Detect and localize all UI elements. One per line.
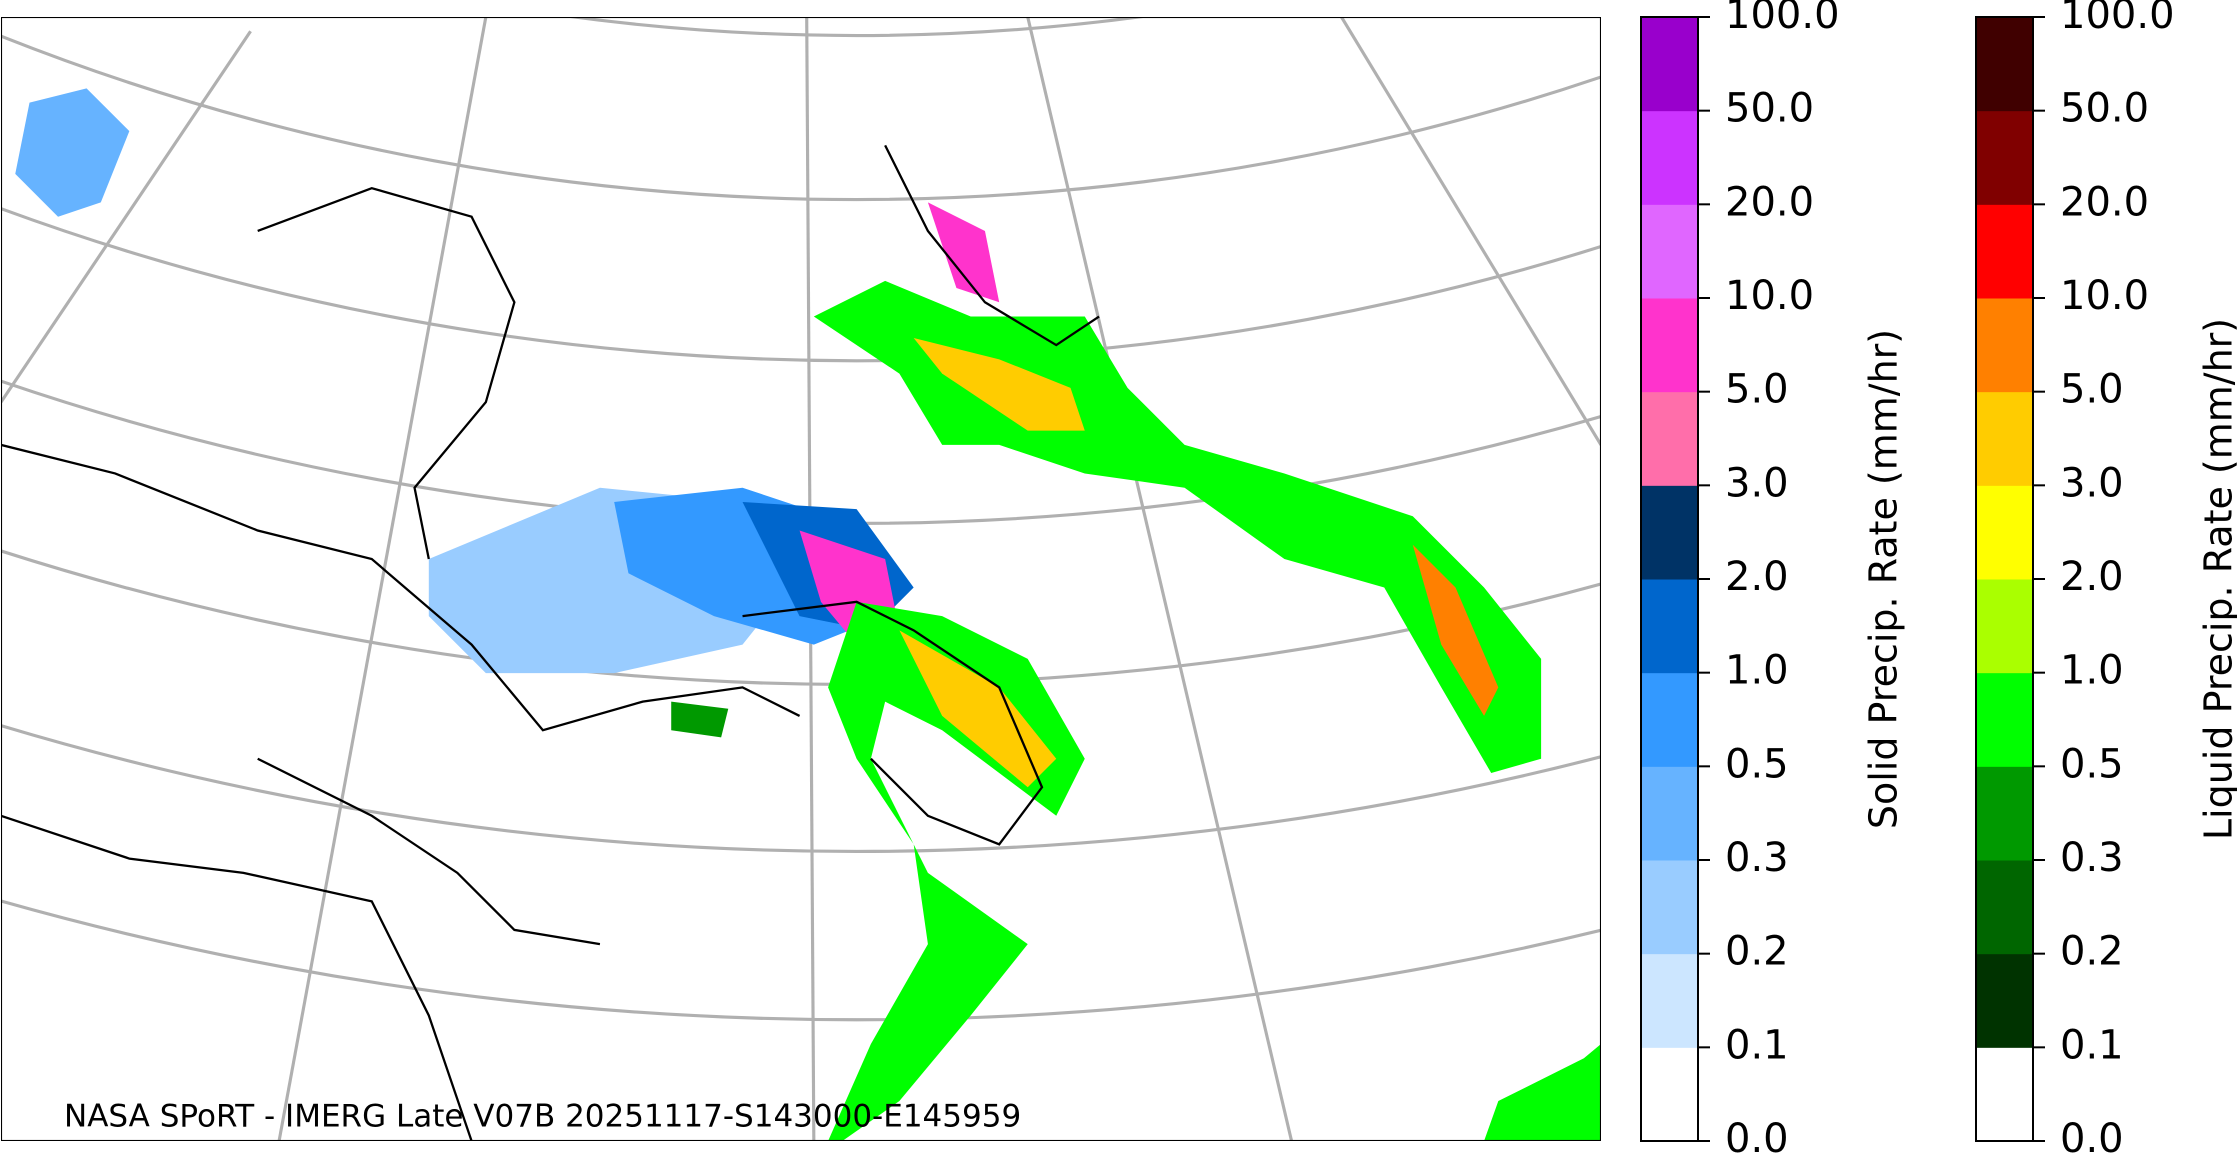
colorbar-segment xyxy=(1641,392,1698,486)
colorbar-label: Liquid Precip. Rate (mm/hr) xyxy=(2197,318,2237,840)
colorbar: 0.0 0.1 0.2 0.3 0.5 1.0 2.0 3.0 5.0 10.0 20.0 50.0 1… xyxy=(1641,0,1906,1162)
colorbar-segment xyxy=(1641,954,1698,1048)
colorbar-segment xyxy=(1641,1047,1698,1141)
colorbar-segment xyxy=(1641,860,1698,954)
tick-label: 10.0 xyxy=(2060,273,2149,319)
map-caption: NASA SPoRT - IMERG Late V07B 20251117-S1… xyxy=(64,1099,1021,1135)
colorbar-segment xyxy=(1976,673,2033,767)
tick-label: 5.0 xyxy=(2060,367,2124,413)
tick-label: 2.0 xyxy=(2060,554,2124,600)
tick-label: 1.0 xyxy=(1725,648,1789,694)
tick-label: 0.2 xyxy=(1725,929,1789,975)
tick-label: 2.0 xyxy=(1725,554,1789,600)
colorbar-segment xyxy=(1641,579,1698,673)
colorbar-segment xyxy=(1641,111,1698,205)
tick-label: 0.5 xyxy=(1725,741,1789,787)
colorbar-segment xyxy=(1976,485,2033,579)
colorbar-segment xyxy=(1976,17,2033,111)
tick-label: 0.0 xyxy=(2060,1116,2124,1162)
colorbar: 0.0 0.1 0.2 0.3 0.5 1.0 2.0 3.0 5.0 10.0 20.0 50.0 1… xyxy=(1976,0,2237,1162)
tick-label: 3.0 xyxy=(2060,460,2124,506)
colorbar-segment xyxy=(1976,1047,2033,1141)
tick-label: 0.1 xyxy=(1725,1022,1789,1068)
colorbar-segment xyxy=(1641,673,1698,767)
colorbar-segment xyxy=(1976,111,2033,205)
colorbar-segment xyxy=(1641,17,1698,111)
tick-label: 20.0 xyxy=(1725,179,1814,225)
tick-label: 0.3 xyxy=(2060,835,2124,881)
colorbar-segment xyxy=(1976,204,2033,298)
tick-label: 50.0 xyxy=(2060,86,2149,132)
colorbar-label: Solid Precip. Rate (mm/hr) xyxy=(1862,329,1906,829)
tick-label: 0.2 xyxy=(2060,929,2124,975)
tick-label: 10.0 xyxy=(1725,273,1814,319)
tick-label: 0.0 xyxy=(1725,1116,1789,1162)
colorbar-segment xyxy=(1976,579,2033,673)
tick-label: 5.0 xyxy=(1725,367,1789,413)
tick-label: 1.0 xyxy=(2060,648,2124,694)
tick-label: 3.0 xyxy=(1725,460,1789,506)
colorbar-segment xyxy=(1976,766,2033,860)
tick-label: 50.0 xyxy=(1725,86,1814,132)
colorbar-segment xyxy=(1976,954,2033,1048)
colorbar-segment xyxy=(1641,485,1698,579)
colorbar-segment xyxy=(1641,766,1698,860)
tick-label: 100.0 xyxy=(2060,0,2175,38)
tick-label: 0.5 xyxy=(2060,741,2124,787)
colorbar-segment xyxy=(1641,298,1698,392)
colorbar-segment xyxy=(1976,392,2033,486)
tick-label: 0.1 xyxy=(2060,1022,2124,1068)
colorbar-segment xyxy=(1641,204,1698,298)
tick-label: 20.0 xyxy=(2060,179,2149,225)
tick-label: 100.0 xyxy=(1725,0,1840,38)
tick-label: 0.3 xyxy=(1725,835,1789,881)
colorbar-segment xyxy=(1976,860,2033,954)
colorbar-segment xyxy=(1976,298,2033,392)
